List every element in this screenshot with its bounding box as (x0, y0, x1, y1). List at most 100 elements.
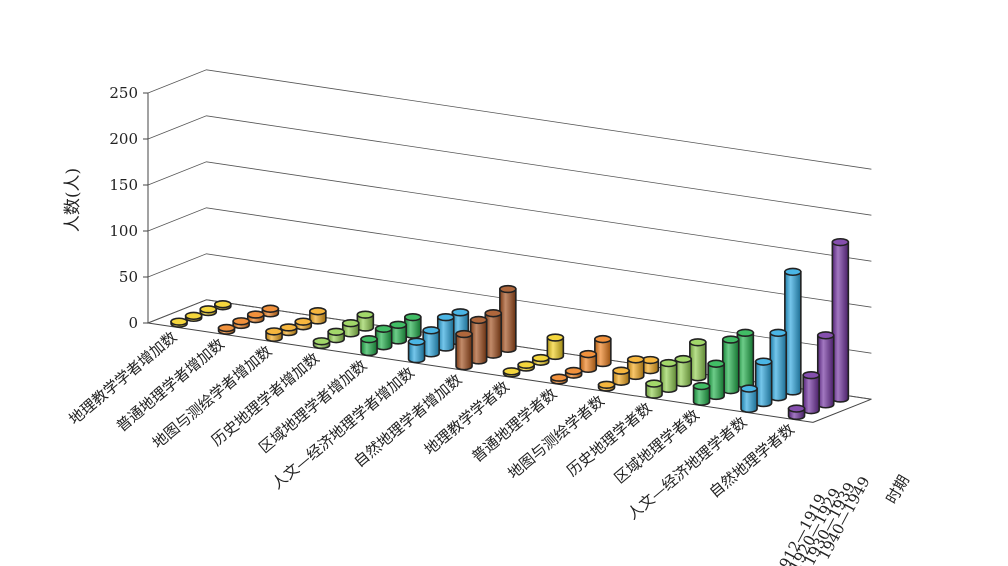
bar-body (736, 332, 755, 389)
bar-body (499, 288, 517, 354)
bar-3-1 (327, 327, 345, 344)
bar-7-2 (531, 353, 550, 366)
bar-cap (389, 320, 408, 330)
bar-cap (674, 354, 693, 364)
bar-12-1 (754, 357, 773, 408)
bar-cap (356, 310, 375, 319)
bar-cap (564, 366, 583, 376)
bar-body (754, 360, 773, 408)
bar-cap (312, 337, 331, 346)
bar-body (707, 362, 725, 401)
bar-11-2 (721, 335, 740, 395)
bar-cap (341, 319, 360, 328)
bar-10-0 (645, 379, 663, 399)
bar-cap (579, 349, 598, 359)
bar-7-1 (517, 360, 535, 372)
bar-8-1 (564, 366, 583, 379)
bar-10-3 (689, 338, 707, 382)
y-axis-title: 人数(人) (63, 168, 83, 232)
gridline (147, 115, 872, 216)
bar-cap (327, 327, 345, 336)
bar-cap (214, 300, 232, 309)
bar-7-0 (502, 367, 521, 378)
bar-cap (692, 381, 711, 391)
bar-cap (232, 317, 250, 326)
bar-9-3 (641, 355, 660, 375)
bar-cap (422, 326, 440, 335)
gridline (147, 161, 872, 262)
category-label: 地图与测绘学者数 (504, 392, 608, 483)
gridline (147, 69, 872, 170)
bar-cap (645, 379, 663, 388)
bar-5-2 (436, 312, 455, 352)
depth-axis-title: 时期 (882, 472, 913, 507)
bar-body (802, 374, 820, 415)
bar-cap (550, 373, 568, 382)
bar-cap (484, 309, 503, 318)
bar-body (740, 387, 758, 414)
bar-cap (309, 307, 327, 316)
bar-9-1 (612, 366, 630, 386)
bar-0-1 (184, 311, 203, 323)
category-label: 自然地理学者增加数 (350, 370, 465, 471)
bar-cap (374, 324, 393, 333)
bar-cap (816, 331, 835, 340)
bar-3-2 (341, 319, 360, 338)
bar-cap (199, 305, 218, 314)
bar-cap (261, 304, 280, 313)
bar-cap (451, 308, 470, 317)
bar-2-1 (279, 323, 298, 337)
bar-body (721, 338, 740, 395)
bar-body (360, 338, 378, 357)
bar-body (484, 312, 503, 359)
bar-cap (279, 323, 298, 332)
bar-1-1 (232, 317, 250, 330)
y-tick-label: 250 (109, 84, 138, 102)
bar-9-2 (626, 355, 645, 381)
bar-10-1 (659, 358, 678, 394)
bar-cap (217, 323, 236, 333)
bar-cap (659, 358, 678, 368)
bar-cap (265, 327, 283, 336)
bar-cap (831, 237, 850, 247)
bar-cap (612, 366, 630, 375)
y-tick-label: 50 (119, 268, 138, 286)
bar-cap (707, 359, 725, 368)
bar-6-0 (455, 329, 473, 371)
bar-10-2 (674, 354, 693, 388)
bar-6-1 (469, 315, 488, 365)
bar-cap (626, 355, 645, 364)
bar-cap (787, 404, 806, 413)
gridline (147, 207, 872, 308)
bar-1-0 (217, 323, 236, 335)
y-tick-label: 150 (109, 176, 138, 194)
bar-cap (784, 267, 802, 277)
bar-body (784, 271, 802, 396)
bar-8-3 (594, 334, 612, 368)
bar-12-3 (784, 267, 802, 396)
bar-11-0 (692, 381, 711, 406)
bar-cap (754, 357, 773, 366)
bar-cap (499, 284, 517, 294)
bar-5-0 (407, 337, 426, 364)
bar-cap (436, 312, 455, 322)
bar-body (659, 362, 678, 394)
bar-12-0 (740, 384, 758, 414)
bar-1-3 (261, 304, 280, 318)
bar-11-1 (707, 359, 725, 401)
bar-7-3 (546, 333, 565, 361)
bar-body (469, 319, 488, 365)
bar-4-2 (389, 320, 408, 345)
bar-cap (407, 337, 426, 346)
bar-cap (455, 329, 473, 339)
y-tick-label: 0 (128, 314, 138, 332)
bar-0-3 (214, 300, 232, 311)
bar-body (407, 340, 426, 364)
bar-cap (294, 317, 313, 326)
bar-13-1 (802, 370, 820, 415)
bar-cap (360, 334, 378, 344)
bar-4-1 (374, 324, 393, 351)
bar-cap (170, 317, 188, 326)
bar-8-2 (579, 349, 598, 374)
y-tick-label: 100 (109, 222, 138, 240)
